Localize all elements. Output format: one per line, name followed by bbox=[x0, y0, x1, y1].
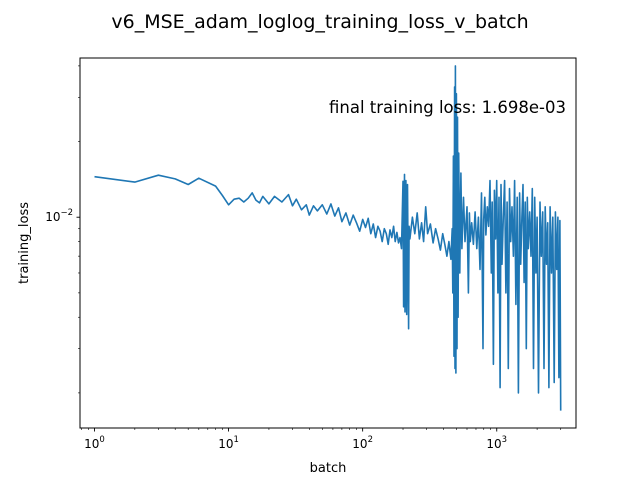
x-tick-label: 100 bbox=[84, 435, 105, 451]
x-axis-label: batch bbox=[310, 461, 347, 476]
y-axis-label: training_loss bbox=[17, 202, 32, 284]
x-tick-label: 101 bbox=[218, 435, 239, 451]
y-axis-ticks: 10−2 bbox=[45, 65, 80, 394]
final-loss-annotation: final training loss: 1.698e-03 bbox=[329, 98, 566, 117]
plot-area: 100 101 102 103 10−2 bbox=[45, 57, 577, 451]
series-layer bbox=[94, 65, 562, 411]
chart-title: v6_MSE_adam_loglog_training_loss_v_batch bbox=[111, 11, 528, 33]
axes-frame bbox=[79, 57, 577, 429]
y-tick-label: 10−2 bbox=[45, 208, 73, 224]
training-loss-line bbox=[94, 65, 562, 411]
x-tick-label: 103 bbox=[486, 435, 507, 451]
x-tick-label: 102 bbox=[352, 435, 373, 451]
x-axis-ticks: 100 101 102 103 bbox=[81, 428, 562, 451]
